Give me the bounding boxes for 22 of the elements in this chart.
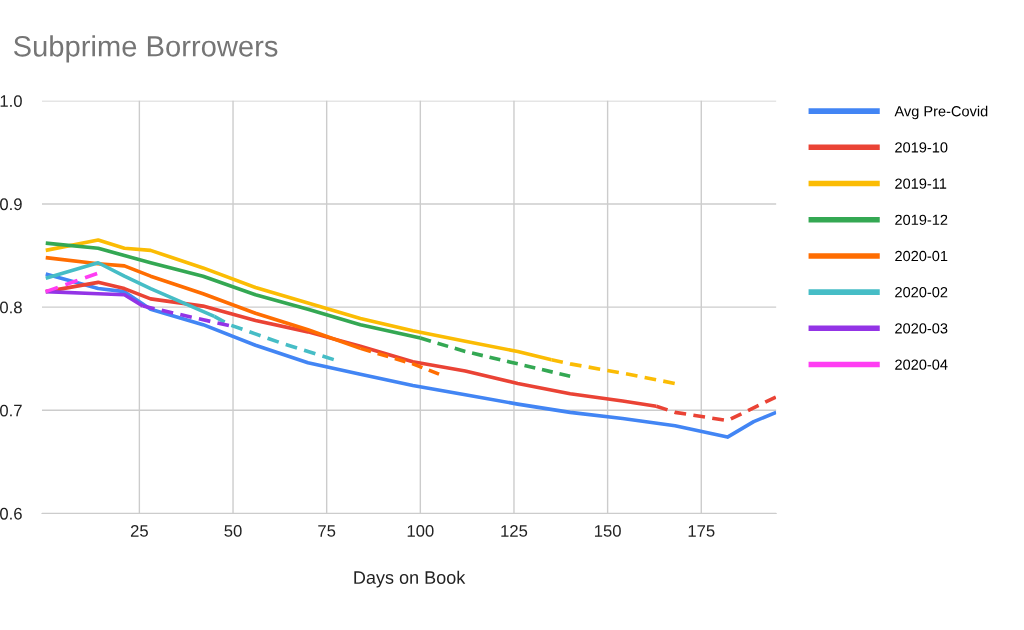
x-tick-label: 75 <box>318 525 336 537</box>
y-tick-label: 0.7 <box>0 404 22 417</box>
x-tick-label: 50 <box>224 525 242 537</box>
chart-title: Subprime Borrowers <box>13 35 278 63</box>
x-axis-title: Days on Book <box>354 570 466 588</box>
legend-label: Avg Pre-Covid <box>894 105 988 120</box>
x-tick-label: 175 <box>688 525 715 537</box>
legend-label: 2020-04 <box>895 359 948 370</box>
legend-label: 2019-12 <box>895 214 948 225</box>
x-tick-label: 150 <box>594 525 621 537</box>
legend-label: 2019-10 <box>895 142 948 153</box>
y-tick-label: 0.9 <box>0 198 22 211</box>
legend-label: 2020-03 <box>895 323 948 334</box>
y-tick-label: 1.0 <box>0 95 22 107</box>
y-tick-label: 0.8 <box>0 301 22 314</box>
legend-label: 2019-11 <box>895 178 947 189</box>
legend-label: 2020-01 <box>895 250 948 262</box>
legend-label: 2020-02 <box>895 287 948 298</box>
x-tick-label: 100 <box>407 525 434 537</box>
x-tick-label: 25 <box>130 525 148 537</box>
y-tick-label: 0.6 <box>0 507 22 520</box>
x-tick-label: 125 <box>501 525 528 537</box>
